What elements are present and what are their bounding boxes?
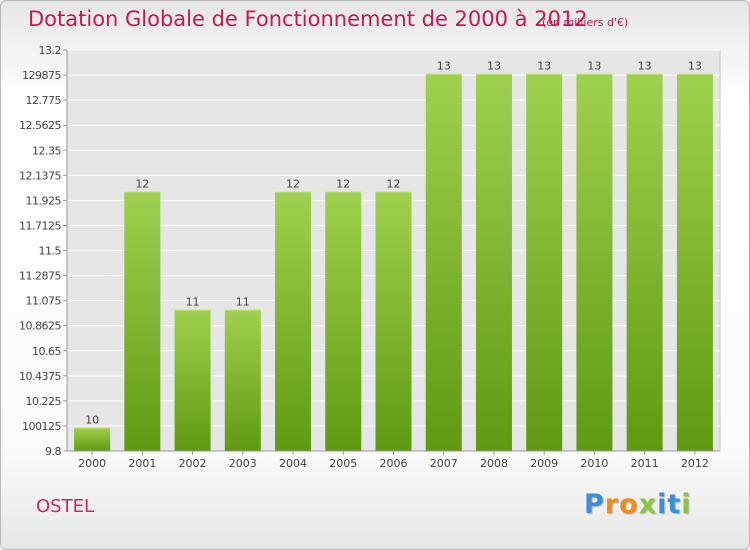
data-label-2007: 13 (437, 60, 451, 73)
data-label-2001: 12 (135, 178, 149, 191)
x-tick-label: 2000 (78, 457, 106, 470)
commune-name: OSTEL (36, 496, 94, 517)
logo-letter: i (657, 489, 668, 520)
y-axis: 9.8 100125 10.225 10.4375 10.65 10.8625 11.075… (19, 44, 68, 458)
y-tick-label: 10.4375 (19, 370, 61, 383)
x-tick-label: 2002 (179, 457, 207, 470)
bar-2001 (124, 191, 161, 451)
x-tick-label: 2007 (430, 457, 458, 470)
data-label-2006: 12 (387, 178, 401, 191)
data-label-2004: 12 (286, 178, 300, 191)
bar-2011 (626, 73, 663, 452)
x-axis: 2000 2001 2002 2003 2004 2005 2006 2007 2008 2009… (67, 450, 720, 470)
x-tick-label: 2008 (480, 457, 508, 470)
data-label-2011: 13 (638, 60, 652, 73)
y-tick-label: 12.5625 (19, 119, 61, 132)
x-tick-label: 2009 (530, 457, 558, 470)
x-tick-label: 2003 (229, 457, 257, 470)
logo-letter: t (667, 489, 682, 520)
data-label-2000: 10 (85, 413, 99, 426)
bar-2005 (325, 191, 362, 451)
y-tick-label: 13.2 (39, 44, 62, 57)
bar-2006 (375, 191, 412, 451)
data-label-2012: 13 (688, 60, 702, 73)
data-label-2010: 13 (587, 60, 601, 73)
logo-letter: x (638, 489, 658, 520)
chart-title: Dotation Globale de Fonctionnement de 20… (28, 7, 588, 31)
y-tick-label: 12.775 (26, 94, 62, 107)
y-tick-label: 12.35 (32, 144, 61, 157)
bar-2007 (425, 73, 462, 452)
data-label-2009: 13 (537, 60, 551, 73)
x-tick-label: 2010 (580, 457, 608, 470)
x-tick-label: 2006 (380, 457, 408, 470)
x-tick-label: 2012 (681, 457, 709, 470)
x-tick-label: 2011 (631, 457, 659, 470)
y-tick-label: 11.7125 (19, 219, 61, 232)
x-tick-label: 2005 (329, 457, 357, 470)
bar-2009 (526, 73, 563, 452)
x-tick-label: 2001 (128, 457, 156, 470)
y-tick-label: 100125 (22, 420, 61, 433)
y-tick-label: 11.5 (39, 245, 62, 258)
bar-2012 (676, 73, 713, 452)
bar-2010 (576, 73, 613, 452)
logo-letter: i (681, 489, 692, 520)
y-tick-label: 11.075 (26, 295, 62, 308)
data-label-2008: 13 (487, 60, 501, 73)
bars: 10 12 11 11 12 12 12 13 13 13 13 13 13 (74, 60, 713, 452)
y-tick-label: 12.1375 (19, 169, 61, 182)
y-tick-label: 11.925 (26, 194, 62, 207)
x-tick-label: 2004 (279, 457, 307, 470)
y-tick-label: 9.8 (45, 445, 61, 458)
y-tick-label: 11.2875 (19, 270, 61, 283)
logo-letter: r (604, 489, 620, 520)
bar-2000 (74, 427, 111, 451)
data-label-2005: 12 (336, 178, 350, 191)
y-tick-label: 129875 (22, 69, 61, 82)
proxiti-logo: Proxiti (584, 489, 692, 520)
bar-2002 (174, 309, 211, 451)
logo-letter: P (584, 489, 605, 520)
bar-2004 (275, 191, 312, 451)
bar-2008 (475, 73, 512, 452)
unit-note: (en milliers d'€) (542, 16, 629, 29)
data-label-2002: 11 (186, 295, 200, 308)
y-tick-label: 10.8625 (19, 320, 61, 333)
logo-letter: o (619, 489, 639, 520)
data-label-2003: 11 (236, 295, 250, 308)
y-tick-label: 10.225 (26, 395, 62, 408)
bar-2003 (224, 309, 261, 451)
y-tick-label: 10.65 (32, 345, 61, 358)
